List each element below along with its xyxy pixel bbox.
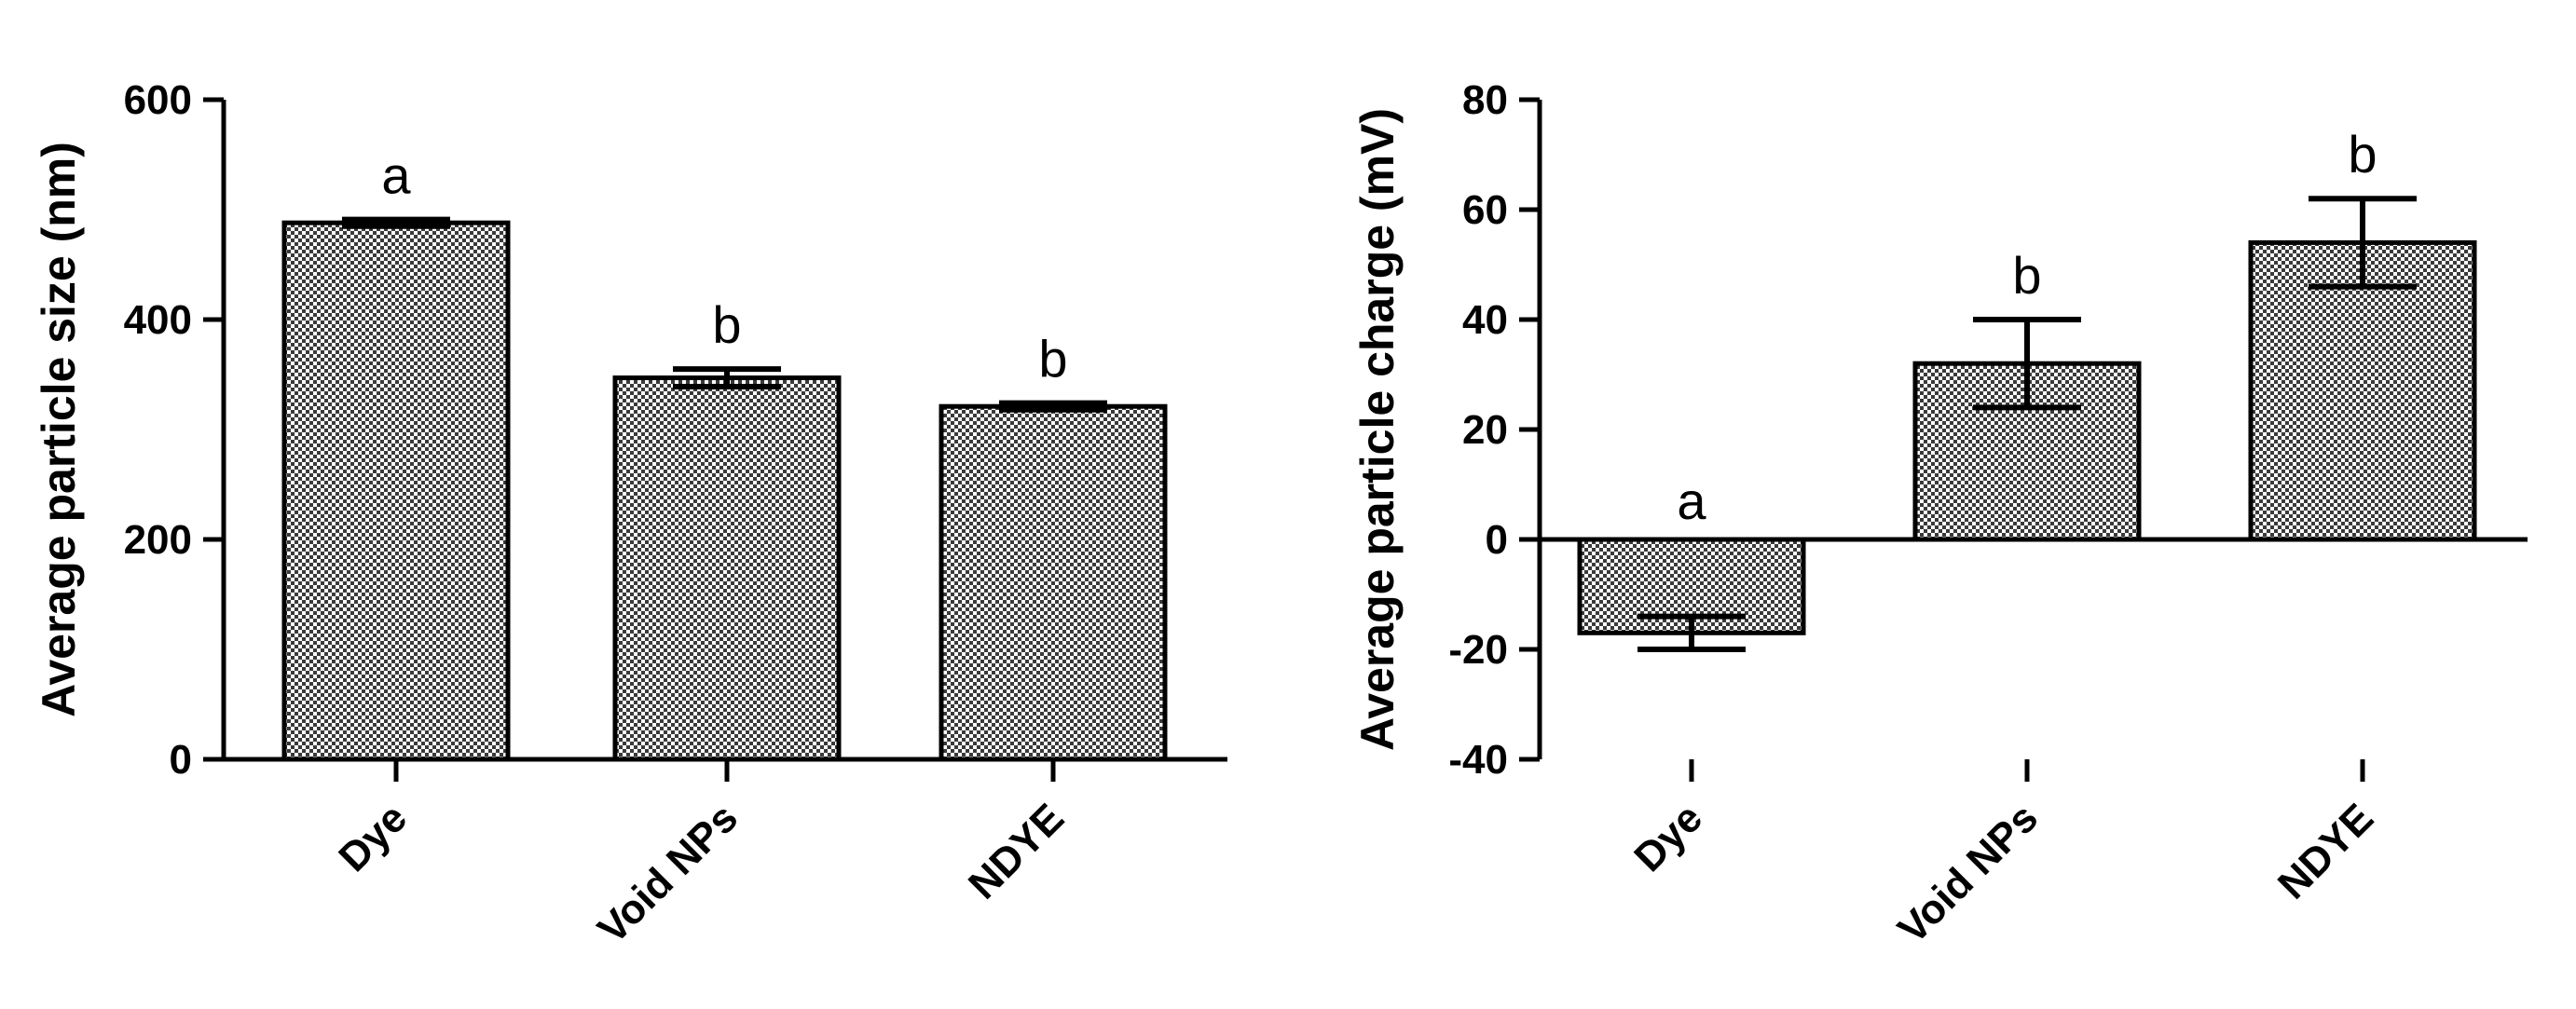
bar-charge-2 xyxy=(2248,239,2477,542)
y-tick-label-charge: 60 xyxy=(1462,187,1508,233)
significance-label-size-1: b xyxy=(712,295,741,354)
y-axis-title-size: Average particle size (nm) xyxy=(33,142,85,717)
y-tick-label-charge: 40 xyxy=(1462,297,1508,343)
category-label-charge-2: NDYE xyxy=(2269,795,2382,907)
y-tick-label-charge: -20 xyxy=(1448,627,1508,673)
y-tick-label-charge: -40 xyxy=(1448,737,1508,783)
y-tick-label-size: 600 xyxy=(124,77,192,123)
significance-label-charge-2: b xyxy=(2348,125,2377,184)
significance-label-size-2: b xyxy=(1038,330,1067,389)
y-tick-label-charge: 20 xyxy=(1462,407,1508,453)
category-label-size-1: Void NPs xyxy=(589,795,747,952)
significance-label-size-0: a xyxy=(381,146,411,205)
chart-particle-charge: -40 -20 0 20 40 60 80 Average particle charge (… xyxy=(1351,77,2528,952)
bar-size-1 xyxy=(612,375,842,762)
significance-label-charge-0: a xyxy=(1677,471,1706,530)
category-label-charge-1: Void NPs xyxy=(1889,795,2047,952)
y-tick-label-charge: 80 xyxy=(1462,77,1508,123)
bar-size-2 xyxy=(939,403,1168,762)
bar-size-0 xyxy=(281,220,511,762)
y-tick-label-size: 0 xyxy=(170,737,192,783)
y-tick-label-charge: 0 xyxy=(1486,517,1508,563)
category-label-charge-0: Dye xyxy=(1625,795,1711,880)
category-label-size-2: NDYE xyxy=(960,795,1073,907)
y-tick-label-size: 400 xyxy=(124,297,192,343)
y-axis-title-charge: Average particle charge (mV) xyxy=(1351,108,1404,751)
y-tick-label-size: 200 xyxy=(124,517,192,563)
chart-particle-size: 0 200 400 600 Average particle size (nm) a Dye… xyxy=(33,77,1227,952)
significance-label-charge-1: b xyxy=(2012,246,2041,305)
category-label-size-0: Dye xyxy=(330,795,416,880)
